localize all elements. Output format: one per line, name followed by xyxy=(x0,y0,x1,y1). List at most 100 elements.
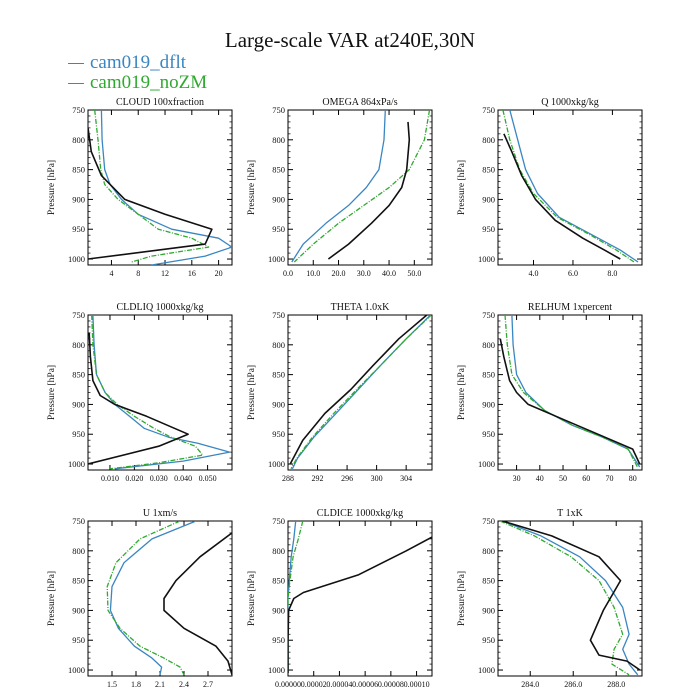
x-tick-label: 20.0 xyxy=(332,269,346,278)
y-tick-label: 850 xyxy=(72,370,85,380)
y-axis-label: Pressure [hPa] xyxy=(47,571,57,626)
legend-item-nozm: cam019_noZM xyxy=(68,72,207,94)
y-tick-label: 1000 xyxy=(478,254,495,264)
y-tick-label: 850 xyxy=(72,165,85,175)
x-tick-label: 0.00002 xyxy=(301,680,327,689)
panel-title: T 1xK xyxy=(557,508,583,519)
x-tick-label: 70 xyxy=(605,474,613,483)
x-tick-label: 30.0 xyxy=(357,269,371,278)
y-tick-label: 850 xyxy=(272,576,285,586)
legend-item-dflt: cam019_dflt xyxy=(68,52,186,74)
panel-title: CLOUD 100xfraction xyxy=(116,97,204,108)
y-tick-label: 950 xyxy=(272,429,285,439)
x-tick-label: 20 xyxy=(215,269,223,278)
x-tick-label: 8.0 xyxy=(607,269,617,278)
x-tick-label: 300 xyxy=(371,474,383,483)
series-line-nozm xyxy=(91,315,204,470)
y-tick-label: 900 xyxy=(272,399,285,409)
panel-2: Q 1000xkg/kg 750 800 850 900 950 1000 4.0 6.0 8.0… xyxy=(457,97,643,278)
y-tick-label: 800 xyxy=(482,135,495,145)
y-tick-label: 850 xyxy=(482,576,495,586)
y-tick-label: 750 xyxy=(272,310,285,320)
y-tick-label: 750 xyxy=(272,516,285,526)
y-tick-label: 750 xyxy=(482,105,495,115)
x-tick-label: 292 xyxy=(312,474,324,483)
legend-swatch-dflt xyxy=(68,62,84,64)
x-tick-label: 296 xyxy=(341,474,353,483)
series-line-nozm xyxy=(106,521,185,676)
y-tick-label: 800 xyxy=(72,340,85,350)
series-line-black xyxy=(163,532,232,676)
series-line-dflt xyxy=(502,521,639,676)
x-tick-label: 60 xyxy=(582,474,590,483)
x-tick-label: 50.0 xyxy=(407,269,421,278)
x-tick-label: 0.050 xyxy=(199,474,217,483)
x-tick-label: 16 xyxy=(188,269,196,278)
series-line-black xyxy=(288,536,432,673)
series-line-dflt xyxy=(509,110,639,263)
x-tick-label: 304 xyxy=(400,474,412,483)
panel-1: OMEGA 864xPa/s 750 800 850 900 950 1000 0.0 10.0… xyxy=(247,97,433,278)
x-tick-label: 0.00006 xyxy=(352,680,378,689)
panel-frame xyxy=(87,109,233,266)
y-tick-label: 900 xyxy=(482,194,495,204)
y-tick-label: 800 xyxy=(482,340,495,350)
x-tick-label: 8 xyxy=(136,269,140,278)
x-tick-label: 284.0 xyxy=(521,680,539,689)
y-tick-label: 950 xyxy=(72,429,85,439)
y-tick-label: 900 xyxy=(272,605,285,615)
y-tick-label: 850 xyxy=(272,370,285,380)
panel-5: RELHUM 1xpercent 750 800 850 900 950 1000 30 40 5… xyxy=(457,302,643,483)
x-tick-label: 1.5 xyxy=(107,680,117,689)
y-tick-label: 750 xyxy=(482,310,495,320)
y-tick-label: 800 xyxy=(272,340,285,350)
y-tick-label: 800 xyxy=(72,546,85,556)
y-axis-label: Pressure [hPa] xyxy=(457,365,467,420)
x-tick-label: 80 xyxy=(629,474,637,483)
series-line-black xyxy=(502,521,641,671)
y-tick-label: 1000 xyxy=(268,254,285,264)
y-axis-label: Pressure [hPa] xyxy=(457,160,467,215)
y-tick-label: 950 xyxy=(482,224,495,234)
series-line-dflt xyxy=(109,521,197,675)
y-axis-label: Pressure [hPa] xyxy=(247,365,257,420)
x-tick-label: 286.0 xyxy=(564,680,582,689)
legend-label-dflt: cam019_dflt xyxy=(90,52,187,73)
panel-title: CLDICE 1000xkg/kg xyxy=(317,508,403,519)
x-tick-label: 0.00008 xyxy=(378,680,404,689)
series-line-dflt xyxy=(291,110,386,263)
panel-title: RELHUM 1xpercent xyxy=(528,302,612,313)
panel-frame xyxy=(287,520,433,677)
y-tick-label: 750 xyxy=(482,516,495,526)
series-line-dflt xyxy=(288,521,297,673)
y-tick-label: 750 xyxy=(72,516,85,526)
y-tick-label: 850 xyxy=(272,165,285,175)
y-tick-label: 800 xyxy=(72,135,85,145)
x-tick-label: 288 xyxy=(282,474,294,483)
series-line-black xyxy=(499,338,641,465)
x-tick-label: 30 xyxy=(513,474,521,483)
y-tick-label: 950 xyxy=(482,635,495,645)
panel-frame xyxy=(287,109,433,266)
panel-title: OMEGA 864xPa/s xyxy=(322,97,397,108)
x-tick-label: 2.4 xyxy=(179,680,189,689)
panel-6: U 1xm/s 750 800 850 900 950 1000 1.5 1.8 2.1 2.4 2.… xyxy=(47,508,233,689)
x-tick-label: 0.010 xyxy=(101,474,119,483)
y-tick-label: 950 xyxy=(272,635,285,645)
series-line-black xyxy=(503,133,621,260)
panel-title: Q 1000xkg/kg xyxy=(541,97,599,108)
legend-swatch-nozm xyxy=(68,82,84,84)
y-tick-label: 750 xyxy=(272,105,285,115)
y-tick-label: 800 xyxy=(272,546,285,556)
x-tick-label: 40.0 xyxy=(382,269,396,278)
y-tick-label: 1000 xyxy=(268,665,285,675)
y-tick-label: 950 xyxy=(72,224,85,234)
x-tick-label: 4 xyxy=(109,269,113,278)
y-tick-label: 850 xyxy=(72,576,85,586)
y-axis-label: Pressure [hPa] xyxy=(247,160,257,215)
x-tick-label: 0.00010 xyxy=(404,680,430,689)
panel-8: T 1xK 750 800 850 900 950 1000 284.0 286.0 288.0 P… xyxy=(457,508,643,689)
y-tick-label: 750 xyxy=(72,105,85,115)
x-tick-label: 12 xyxy=(161,269,169,278)
